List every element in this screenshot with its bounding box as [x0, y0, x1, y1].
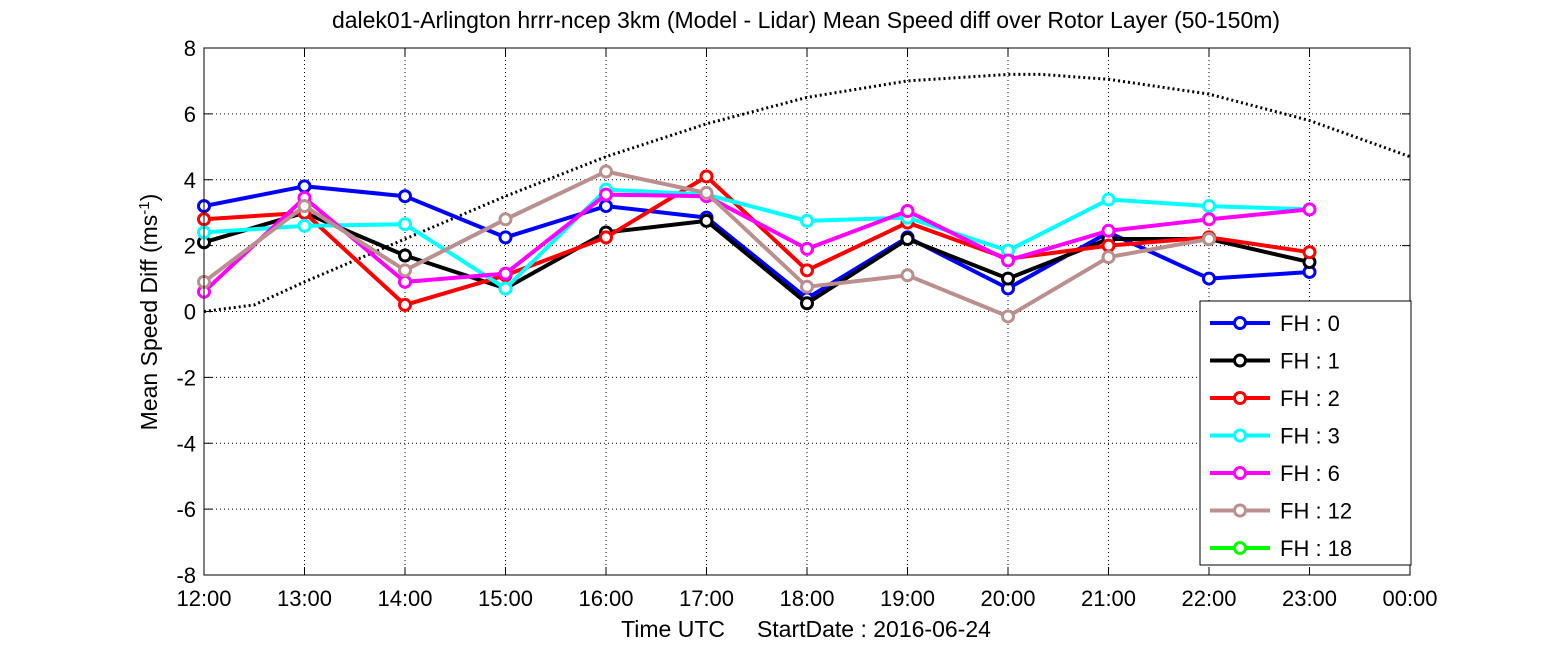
x-tick-label: 20:00	[980, 586, 1035, 611]
data-point	[800, 296, 814, 311]
y-tick-label: 4	[184, 168, 196, 193]
series-line	[203, 187, 1310, 291]
legend-marker	[1233, 316, 1247, 330]
x-tick-label: 15:00	[478, 586, 533, 611]
data-point	[1302, 202, 1317, 217]
data-point	[1202, 232, 1216, 247]
data-point	[498, 212, 513, 227]
y-tick-label: 8	[184, 36, 196, 61]
data-point	[498, 281, 513, 296]
data-point	[398, 263, 412, 278]
data-point	[297, 199, 312, 214]
y-tick-label: -6	[176, 497, 196, 522]
data-point	[297, 179, 312, 194]
data-point	[498, 230, 513, 245]
data-point	[699, 169, 714, 184]
data-point	[800, 263, 814, 278]
y-tick-label: 0	[184, 300, 196, 325]
data-point	[498, 266, 513, 281]
data-point	[599, 164, 613, 179]
data-point	[1202, 199, 1216, 214]
y-axis-label-close: )	[136, 194, 162, 202]
x-tick-label: 21:00	[1081, 586, 1136, 611]
data-point	[900, 268, 915, 283]
chart-title: dalek01-Arlington hrrr-ncep 3km (Model -…	[332, 7, 1280, 33]
x-tick-label: 16:00	[578, 586, 633, 611]
y-axis-label-main: Mean Speed Diff (ms	[136, 215, 162, 431]
legend-label: FH : 3	[1280, 424, 1340, 449]
data-point	[800, 241, 814, 256]
data-point	[800, 213, 814, 228]
legend-marker	[1233, 428, 1247, 443]
y-tick-label: 6	[184, 102, 196, 127]
data-point	[398, 274, 412, 289]
data-point	[1101, 192, 1116, 207]
x-tick-label: 23:00	[1282, 586, 1337, 611]
legend-marker	[1233, 353, 1247, 368]
data-point	[398, 217, 412, 232]
y-tick-label: -2	[176, 365, 196, 390]
data-point	[1202, 271, 1216, 286]
data-point	[599, 230, 613, 245]
legend-label: FH : 12	[1280, 499, 1352, 524]
series-line	[202, 192, 1310, 294]
legend-label: FH : 1	[1280, 349, 1340, 374]
y-axis-label-superscript: -1	[136, 201, 153, 214]
legend-label: FH : 0	[1280, 311, 1340, 336]
legend-label: FH : 6	[1280, 461, 1340, 486]
data-point	[1101, 223, 1116, 238]
legend-marker	[1233, 503, 1247, 518]
x-tick-label: 18:00	[779, 586, 834, 611]
x-tick-label: 13:00	[277, 586, 332, 611]
y-tick-label: -4	[176, 431, 196, 456]
data-point	[1302, 245, 1317, 260]
data-point	[800, 279, 814, 294]
y-axis-label: Mean Speed Diff (ms-1)	[136, 194, 163, 431]
x-tick-label: 22:00	[1181, 586, 1236, 611]
data-point	[599, 187, 613, 202]
data-point	[1101, 238, 1116, 253]
x-tick-label: 14:00	[377, 586, 432, 611]
data-point	[900, 204, 915, 219]
data-point	[297, 218, 312, 233]
data-point	[1001, 271, 1015, 286]
legend-marker	[1233, 391, 1247, 405]
x-tick-label: 17:00	[679, 586, 734, 611]
data-point	[1101, 250, 1116, 265]
data-point	[900, 232, 915, 247]
series-line	[203, 210, 1310, 306]
legend-marker	[1233, 541, 1247, 555]
data-point	[398, 297, 412, 312]
x-tick-label: 00:00	[1382, 586, 1437, 611]
data-point	[699, 185, 714, 200]
plot-area: 12:00 13:00 14:00 15:00 16:00 17:00 18:00 19:00…	[176, 36, 1437, 611]
y-tick-label: 2	[184, 234, 196, 259]
data-point	[398, 189, 412, 204]
legend-marker	[1233, 466, 1247, 480]
data-point	[699, 213, 714, 228]
data-point	[599, 199, 613, 214]
data-point	[398, 248, 412, 263]
y-tick-label: -8	[176, 563, 196, 588]
legend-label: FH : 18	[1280, 536, 1352, 561]
x-tick-label: 12:00	[176, 586, 231, 611]
x-tick-label: 19:00	[880, 586, 935, 611]
data-point	[1001, 309, 1015, 324]
data-point	[1001, 253, 1015, 268]
legend-label: FH : 2	[1280, 386, 1340, 411]
data-point	[1202, 212, 1216, 227]
x-axis-label: Time UTC StartDate : 2016-06-24	[621, 616, 991, 642]
